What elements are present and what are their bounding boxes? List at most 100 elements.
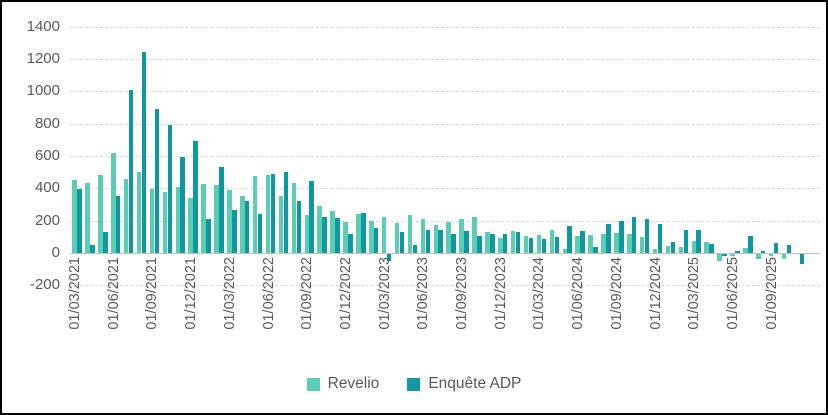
bar-revelio-01/02/2022	[214, 185, 219, 253]
bar-enquete-adp-01/05/2022	[257, 214, 263, 253]
bar-revelio-01/11/2024	[639, 236, 645, 253]
bar-revelio-01/09/2021	[149, 189, 155, 253]
x-axis-tick-label: 01/03/2023	[376, 257, 393, 330]
bar-enquete-adp-01/10/2021	[167, 125, 172, 253]
bar-enquete-adp-01/03/2021	[77, 189, 82, 253]
bar-revelio-01/10/2025	[781, 254, 787, 259]
legend: Revelio Enquête ADP	[2, 375, 826, 393]
bar-enquete-adp-01/01/2025	[670, 241, 676, 253]
bar-revelio-01/11/2022	[330, 210, 335, 253]
gridline-y-1400	[70, 26, 820, 28]
bar-enquete-adp-01/01/2022	[206, 219, 211, 253]
bar-revelio-01/03/2022	[227, 189, 232, 253]
bar-enquete-adp-01/11/2025	[799, 254, 805, 264]
x-axis-tick-label: 01/12/2024	[647, 257, 664, 330]
bar-enquete-adp-01/11/2022	[335, 218, 340, 253]
bar-enquete-adp-01/07/2022	[283, 172, 289, 253]
bar-enquete-adp-01/03/2024	[541, 239, 547, 253]
bar-enquete-adp-01/07/2025	[748, 236, 753, 253]
x-axis-tick-label: 01/09/2023	[454, 257, 470, 330]
bar-enquete-adp-01/03/2022	[232, 210, 237, 253]
x-axis-tick-label: 01/06/2023	[415, 257, 432, 330]
bar-revelio-01/06/2024	[575, 236, 580, 253]
bar-revelio-01/10/2021	[162, 191, 168, 253]
x-axis-tick-label: 01/03/2025	[686, 257, 703, 330]
gridline-y-1200	[70, 58, 820, 60]
bar-enquete-adp-01/06/2025	[735, 250, 740, 253]
bar-enquete-adp-01/09/2023	[464, 231, 469, 253]
bar-revelio-01/11/2023	[485, 232, 490, 253]
bar-revelio-01/04/2021	[85, 182, 90, 253]
bar-enquete-adp-01/04/2023	[399, 232, 405, 253]
bar-enquete-adp-01/02/2024	[528, 237, 534, 253]
bar-revelio-01/12/2021	[188, 198, 193, 253]
bar-enquete-adp-01/05/2021	[103, 232, 108, 253]
bar-enquete-adp-01/09/2025	[773, 243, 779, 253]
bar-revelio-01/11/2021	[175, 186, 180, 253]
bar-enquete-adp-01/02/2023	[373, 227, 379, 253]
bar-enquete-adp-01/08/2022	[296, 201, 301, 253]
bar-enquete-adp-01/08/2021	[141, 51, 147, 253]
bar-enquete-adp-01/10/2023	[477, 236, 482, 253]
bar-revelio-01/08/2023	[446, 222, 451, 253]
bar-revelio-01/01/2025	[665, 245, 671, 253]
y-axis-tick-label: 600	[34, 146, 60, 164]
bar-enquete-adp-01/11/2023	[490, 233, 495, 253]
gridline-y-800	[70, 123, 820, 125]
bar-revelio-01/06/2022	[265, 175, 271, 253]
bar-revelio-01/04/2024	[549, 230, 555, 253]
bar-revelio-01/03/2021	[72, 180, 77, 253]
x-axis-line	[70, 253, 820, 254]
bar-revelio-01/05/2023	[407, 215, 413, 253]
bar-enquete-adp-01/12/2023	[502, 234, 508, 253]
y-axis-tick-label: 1000	[26, 82, 60, 100]
bar-revelio-01/04/2022	[240, 195, 245, 253]
legend-label-revelio: Revelio	[327, 375, 380, 392]
bar-enquete-adp-01/09/2022	[309, 181, 314, 253]
bar-enquete-adp-01/04/2022	[244, 201, 250, 253]
bar-enquete-adp-01/06/2024	[580, 231, 585, 253]
gridline-y-400	[70, 188, 820, 190]
legend-swatch-revelio	[306, 377, 320, 391]
bar-revelio-01/01/2022	[201, 184, 206, 253]
bar-revelio-01/10/2024	[627, 234, 632, 253]
x-axis-tick-label: 01/09/2024	[608, 257, 625, 330]
bar-revelio-01/12/2024	[652, 249, 658, 253]
x-axis-tick-label: 01/12/2022	[337, 257, 354, 330]
x-axis-tick-label: 01/09/2022	[299, 257, 316, 330]
y-axis-tick-label: 400	[34, 179, 60, 197]
legend-item-enquete-adp: Enquête ADP	[407, 375, 521, 393]
bar-enquete-adp-01/06/2022	[270, 173, 276, 253]
y-axis-tick-label: 800	[34, 114, 60, 132]
bar-revelio-01/09/2024	[614, 232, 619, 253]
bar-revelio-01/09/2023	[459, 219, 464, 253]
y-axis-tick-label: 200	[34, 211, 60, 229]
legend-item-revelio: Revelio	[306, 375, 380, 393]
bar-enquete-adp-01/09/2024	[619, 221, 624, 253]
bar-revelio-01/07/2024	[588, 235, 593, 253]
bar-enquete-adp-01/07/2023	[438, 230, 443, 253]
x-axis-tick-label: 01/03/2022	[221, 257, 238, 330]
bar-revelio-01/03/2025	[691, 240, 696, 253]
bar-revelio-01/04/2023	[394, 223, 400, 253]
bar-revelio-01/08/2021	[136, 172, 142, 253]
gridline-y-200	[70, 220, 820, 222]
x-axis-tick-label: 01/06/2025	[724, 257, 741, 330]
bar-revelio-01/07/2021	[123, 179, 129, 253]
bar-enquete-adp-01/02/2022	[219, 167, 224, 253]
bar-revelio-01/02/2025	[678, 247, 684, 253]
bar-revelio-01/09/2025	[768, 254, 774, 256]
bar-enquete-adp-01/04/2025	[709, 244, 714, 253]
bar-enquete-adp-01/11/2021	[180, 156, 185, 253]
bar-revelio-01/10/2023	[472, 216, 477, 253]
bar-revelio-01/08/2025	[756, 254, 761, 259]
bar-revelio-01/02/2023	[369, 221, 374, 253]
bar-revelio-01/12/2022	[343, 222, 348, 253]
bar-revelio-01/05/2025	[717, 254, 722, 261]
bar-revelio-01/07/2025	[743, 248, 748, 253]
bar-revelio-01/07/2023	[433, 224, 438, 253]
bar-enquete-adp-01/06/2021	[115, 196, 121, 253]
bar-enquete-adp-01/07/2021	[128, 89, 134, 253]
legend-swatch-enquete-adp	[407, 377, 421, 391]
